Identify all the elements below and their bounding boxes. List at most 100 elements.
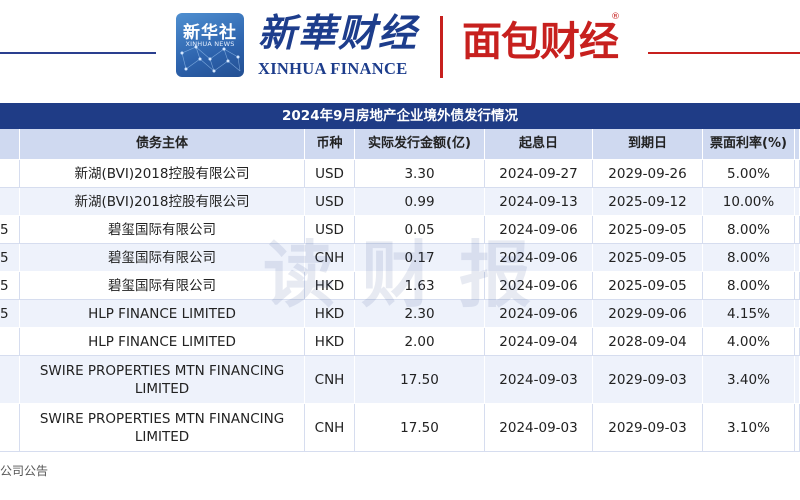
row-edge [795, 160, 800, 188]
maturity-date-cell: 2028-09-04 [593, 328, 703, 356]
row-prefix [0, 160, 20, 188]
table-header-row: 债务主体 币种 实际发行金额(亿) 起息日 到期日 票面利率(%) [0, 129, 800, 160]
table-row: HLP FINANCE LIMITED HKD 2.00 2024-09-04 … [0, 328, 800, 356]
coupon-cell: 5.00% [703, 160, 795, 188]
maturity-date-cell: 2029-09-03 [593, 404, 703, 452]
header-rule-left [0, 52, 156, 54]
maturity-date-cell: 2029-09-26 [593, 160, 703, 188]
issuer-cell: 碧玺国际有限公司 [20, 216, 305, 244]
column-header [0, 129, 20, 160]
issuer-cell: 新湖(BVI)2018控股有限公司 [20, 188, 305, 216]
row-prefix [0, 188, 20, 216]
coupon-cell: 10.00% [703, 188, 795, 216]
column-header: 债务主体 [20, 129, 305, 160]
row-edge [795, 244, 800, 272]
issuer-cell: 新湖(BVI)2018控股有限公司 [20, 160, 305, 188]
coupon-cell: 4.15% [703, 300, 795, 328]
maturity-date-cell: 2025-09-12 [593, 188, 703, 216]
currency-cell: USD [305, 216, 355, 244]
row-edge [795, 328, 800, 356]
xinhua-tile-name: 新华社 [183, 23, 237, 43]
maturity-date-cell: 2025-09-05 [593, 216, 703, 244]
column-header: 到期日 [593, 129, 703, 160]
row-prefix: 5 [0, 244, 20, 272]
column-header [795, 129, 800, 160]
issuer-cell: 碧玺国际有限公司 [20, 244, 305, 272]
maturity-date-cell: 2025-09-05 [593, 272, 703, 300]
coupon-cell: 3.10% [703, 404, 795, 452]
network-pattern-icon [180, 45, 241, 73]
amount-cell: 17.50 [355, 404, 485, 452]
currency-cell: CNH [305, 244, 355, 272]
table-row: 5 碧玺国际有限公司 CNH 0.17 2024-09-06 2025-09-0… [0, 244, 800, 272]
currency-cell: USD [305, 160, 355, 188]
maturity-date-cell: 2029-09-03 [593, 356, 703, 404]
amount-cell: 17.50 [355, 356, 485, 404]
amount-cell: 0.05 [355, 216, 485, 244]
table-row: SWIRE PROPERTIES MTN FINANCING LIMITED C… [0, 404, 800, 452]
row-edge [795, 188, 800, 216]
maturity-date-cell: 2029-09-06 [593, 300, 703, 328]
start-date-cell: 2024-09-04 [485, 328, 593, 356]
issuer-cell: 碧玺国际有限公司 [20, 272, 305, 300]
table-title: 2024年9月房地产企业境外债发行情况 [0, 103, 800, 129]
currency-cell: HKD [305, 300, 355, 328]
currency-cell: HKD [305, 272, 355, 300]
amount-cell: 2.00 [355, 328, 485, 356]
coupon-cell: 8.00% [703, 244, 795, 272]
column-header: 币种 [305, 129, 355, 160]
amount-cell: 1.63 [355, 272, 485, 300]
maturity-date-cell: 2025-09-05 [593, 244, 703, 272]
coupon-cell: 8.00% [703, 272, 795, 300]
issuer-cell: HLP FINANCE LIMITED [20, 300, 305, 328]
coupon-cell: 3.40% [703, 356, 795, 404]
table-row: SWIRE PROPERTIES MTN FINANCING LIMITED C… [0, 356, 800, 404]
xinhua-finance-logo-cn: 新華财经 [258, 10, 419, 55]
issuer-cell: SWIRE PROPERTIES MTN FINANCING LIMITED [20, 356, 305, 404]
row-edge [795, 216, 800, 244]
source-note: 公司公告 [0, 464, 49, 478]
amount-cell: 3.30 [355, 160, 485, 188]
column-header: 实际发行金额(亿) [355, 129, 485, 160]
table-row: 5 碧玺国际有限公司 HKD 1.63 2024-09-06 2025-09-0… [0, 272, 800, 300]
brand-separator [440, 16, 443, 78]
start-date-cell: 2024-09-06 [485, 244, 593, 272]
mianbao-finance-logo: 面包财经 [462, 19, 619, 65]
start-date-cell: 2024-09-06 [485, 300, 593, 328]
currency-cell: CNH [305, 356, 355, 404]
row-prefix [0, 404, 20, 452]
table-row: 新湖(BVI)2018控股有限公司 USD 0.99 2024-09-13 20… [0, 188, 800, 216]
row-edge [795, 272, 800, 300]
table-row: 5 HLP FINANCE LIMITED HKD 2.30 2024-09-0… [0, 300, 800, 328]
start-date-cell: 2024-09-03 [485, 356, 593, 404]
xinhua-tile-sub: XINHUA NEWS [185, 40, 235, 48]
currency-cell: HKD [305, 328, 355, 356]
coupon-cell: 8.00% [703, 216, 795, 244]
row-prefix: 5 [0, 300, 20, 328]
start-date-cell: 2024-09-03 [485, 404, 593, 452]
column-header: 票面利率(%) [703, 129, 795, 160]
row-prefix: 5 [0, 216, 20, 244]
amount-cell: 0.17 [355, 244, 485, 272]
issuer-cell: SWIRE PROPERTIES MTN FINANCING LIMITED [20, 404, 305, 452]
row-prefix: 5 [0, 272, 20, 300]
issuer-cell: HLP FINANCE LIMITED [20, 328, 305, 356]
start-date-cell: 2024-09-06 [485, 216, 593, 244]
coupon-cell: 4.00% [703, 328, 795, 356]
currency-cell: USD [305, 188, 355, 216]
amount-cell: 0.99 [355, 188, 485, 216]
start-date-cell: 2024-09-13 [485, 188, 593, 216]
amount-cell: 2.30 [355, 300, 485, 328]
row-edge [795, 300, 800, 328]
xinhua-finance-logo-en: XINHUA FINANCE [258, 59, 408, 78]
row-edge [795, 404, 800, 452]
row-prefix [0, 356, 20, 404]
currency-cell: CNH [305, 404, 355, 452]
registered-mark: ® [611, 12, 620, 22]
row-prefix [0, 328, 20, 356]
table-row: 新湖(BVI)2018控股有限公司 USD 3.30 2024-09-27 20… [0, 160, 800, 188]
xinhua-news-logo: 新华社 XINHUA NEWS [176, 13, 244, 77]
start-date-cell: 2024-09-06 [485, 272, 593, 300]
column-header: 起息日 [485, 129, 593, 160]
row-edge [795, 356, 800, 404]
